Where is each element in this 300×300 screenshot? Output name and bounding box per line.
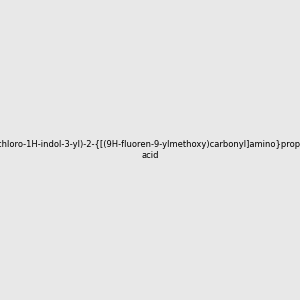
Text: 3-(7-chloro-1H-indol-3-yl)-2-{[(9H-fluoren-9-ylmethoxy)carbonyl]amino}propanoic : 3-(7-chloro-1H-indol-3-yl)-2-{[(9H-fluor… — [0, 140, 300, 160]
